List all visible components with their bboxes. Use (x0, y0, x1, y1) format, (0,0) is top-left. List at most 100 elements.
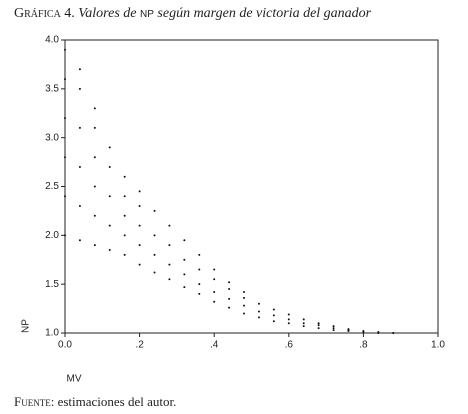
data-point (168, 278, 171, 281)
data-point (138, 205, 141, 208)
data-point (153, 209, 156, 212)
data-point (243, 290, 246, 293)
data-point (93, 107, 96, 110)
data-point (213, 290, 216, 293)
data-point (272, 314, 275, 317)
data-point (93, 185, 96, 188)
data-point (183, 273, 186, 276)
data-point (213, 300, 216, 303)
data-point (302, 318, 305, 321)
data-point (138, 244, 141, 247)
data-point (228, 306, 231, 309)
title-text: Valores de (78, 6, 136, 21)
data-point (93, 126, 96, 129)
data-point (78, 165, 81, 168)
data-point (183, 286, 186, 289)
data-point (243, 312, 246, 315)
x-tick-label: 0.0 (58, 340, 72, 351)
data-point (198, 253, 201, 256)
data-point (228, 288, 231, 291)
data-point (317, 324, 320, 327)
data-point (213, 278, 216, 281)
data-point (168, 224, 171, 227)
y-tick-label: 1.5 (45, 279, 59, 290)
data-point (257, 302, 260, 305)
data-point (78, 126, 81, 129)
data-point (108, 146, 111, 149)
y-tick-label: 2.5 (45, 181, 59, 192)
data-point (123, 253, 126, 256)
data-point (183, 239, 186, 242)
data-point (168, 263, 171, 266)
data-point (392, 332, 395, 334)
data-point (108, 195, 111, 198)
data-point (198, 292, 201, 295)
data-point (64, 117, 66, 120)
data-point (287, 318, 290, 321)
data-point (153, 271, 156, 274)
data-point (108, 224, 111, 227)
data-point (168, 244, 171, 247)
data-point (123, 234, 126, 237)
data-point (138, 263, 141, 266)
title-abbr: NP (140, 9, 154, 20)
y-tick-label: 2.0 (45, 230, 59, 241)
data-point (272, 308, 275, 311)
y-tick-label: 3.5 (45, 83, 59, 94)
data-point (123, 175, 126, 178)
x-tick-label: .2 (135, 340, 144, 351)
x-tick-label: .4 (210, 340, 219, 351)
data-point (287, 322, 290, 325)
x-axis-label: MV (67, 374, 82, 385)
data-point (183, 258, 186, 261)
data-point (108, 248, 111, 251)
data-point (317, 322, 320, 325)
data-point (78, 87, 81, 90)
data-point (257, 310, 260, 313)
data-point (302, 325, 305, 328)
data-point (108, 165, 111, 168)
x-tick-label: .8 (359, 340, 368, 351)
data-point (362, 330, 365, 333)
note-text: estimaciones del autor. (58, 394, 177, 409)
data-point (78, 68, 81, 71)
title-label: Gráfica 4. (14, 6, 75, 21)
data-point (332, 329, 335, 332)
y-axis-label: NP (21, 319, 32, 333)
data-point (243, 296, 246, 299)
data-point (153, 234, 156, 237)
data-point (257, 316, 260, 319)
data-point (332, 327, 335, 330)
y-tick-label: 4.0 (45, 35, 59, 46)
data-point (153, 253, 156, 256)
x-tick-label: .6 (285, 340, 294, 351)
data-point (377, 331, 380, 334)
data-point (243, 304, 246, 307)
data-point (198, 283, 201, 286)
data-point (123, 195, 126, 198)
data-point (64, 195, 66, 198)
data-point (138, 190, 141, 193)
x-tick-label: 1.0 (431, 340, 445, 351)
data-point (198, 268, 201, 271)
data-point (64, 234, 66, 237)
data-point (78, 239, 81, 242)
data-point (93, 156, 96, 159)
y-tick-label: 3.0 (45, 132, 59, 143)
data-point (123, 214, 126, 217)
data-point (213, 268, 216, 271)
data-point (347, 328, 350, 331)
source-note: Fuente: estimaciones del autor. (14, 394, 176, 409)
data-point (93, 244, 96, 247)
data-point (302, 322, 305, 325)
data-point (228, 297, 231, 300)
data-point (64, 48, 66, 51)
data-point (64, 78, 66, 81)
data-point (317, 327, 320, 330)
chart-title: Gráfica 4. Valores de NP según margen de… (14, 6, 372, 21)
data-point (64, 156, 66, 159)
data-point (138, 224, 141, 227)
data-point (78, 205, 81, 208)
data-point (228, 281, 231, 284)
